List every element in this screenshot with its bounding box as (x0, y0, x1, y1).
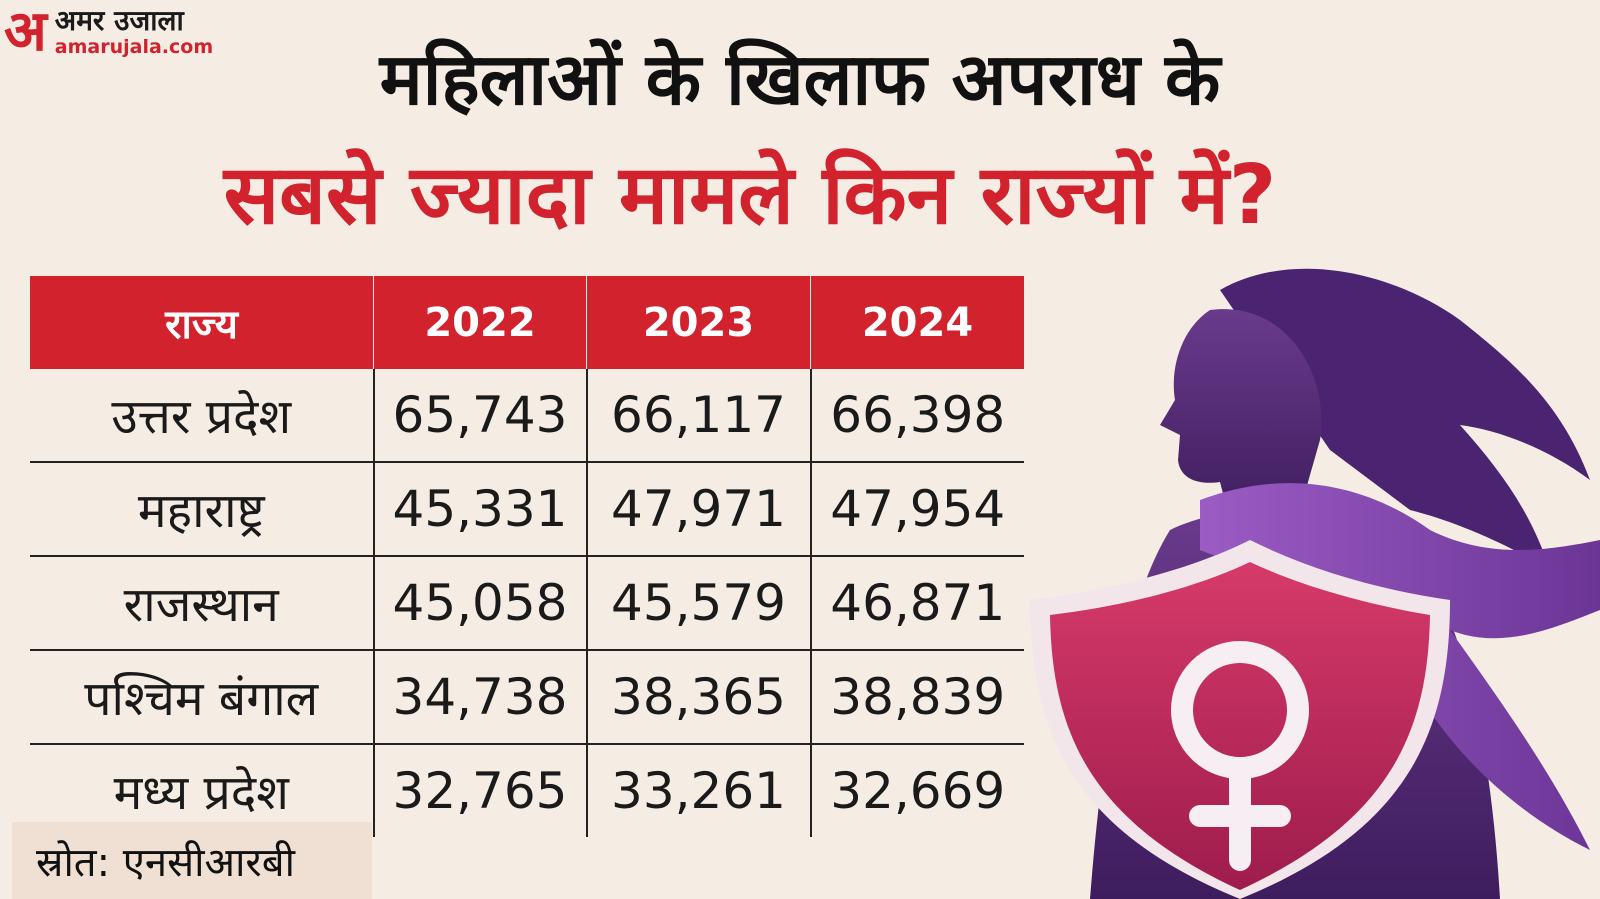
column-header-2022: 2022 (373, 276, 587, 369)
state-cell: मध्य प्रदेश (30, 743, 375, 837)
table-row: राजस्थान 45,058 45,579 46,871 (30, 555, 1024, 650)
value-cell: 32,669 (810, 743, 1024, 837)
logo-name-hindi: अमर उजाला (54, 4, 184, 37)
value-cell: 45,058 (373, 555, 588, 650)
column-header-state: राज्य (30, 276, 374, 369)
hair-shape (1220, 268, 1590, 570)
value-cell: 47,954 (810, 461, 1024, 556)
column-header-2023: 2023 (586, 276, 811, 369)
value-cell: 47,971 (586, 461, 812, 556)
table-row: मध्य प्रदेश 32,765 33,261 32,669 (30, 743, 1024, 837)
logo[interactable]: अ अमर उजाला amarujala.com (4, 4, 213, 60)
table-row: उत्तर प्रदेश 65,743 66,117 66,398 (30, 369, 1024, 462)
value-cell: 38,365 (586, 649, 812, 744)
woman-shield-illustration (1030, 268, 1600, 899)
table-header-row: राज्य 2022 2023 2024 (30, 276, 1024, 369)
title-line-2: सबसे ज्यादा मामले किन राज्यों में? (223, 148, 1277, 243)
value-cell: 46,871 (810, 555, 1024, 650)
value-cell: 33,261 (586, 743, 812, 837)
table-row: पश्चिम बंगाल 34,738 38,365 38,839 (30, 649, 1024, 744)
state-cell: राजस्थान (30, 555, 375, 650)
value-cell: 45,331 (373, 461, 588, 556)
value-cell: 66,398 (830, 386, 1006, 444)
logo-mark: अ (4, 0, 47, 64)
value-cell: 34,738 (373, 649, 588, 744)
logo-url: amarujala.com (54, 36, 214, 58)
value-cell: 38,839 (810, 649, 1024, 744)
female-symbol-icon (1171, 641, 1309, 871)
column-header-2024: 2024 (810, 276, 1024, 369)
head-shape (1160, 309, 1322, 520)
state-cell: उत्तर प्रदेश (30, 369, 375, 462)
value-cell: 66,117 (586, 369, 812, 462)
title-line-1: महिलाओं के खिलाफ अपराध के (379, 37, 1221, 121)
data-table: राज्य 2022 2023 2024 उत्तर प्रदेश 65,743… (30, 276, 1024, 837)
value-cell: 65,743 (373, 369, 588, 462)
source-note: स्रोत: एनसीआरबी (12, 822, 372, 899)
value-cell: 32,765 (373, 743, 588, 837)
table-row: महाराष्ट्र 45,331 47,971 47,954 (30, 461, 1024, 556)
value-cell: 45,579 (586, 555, 812, 650)
state-cell: महाराष्ट्र (30, 461, 375, 556)
logo-text: अमर उजाला amarujala.com (55, 7, 213, 57)
state-cell: पश्चिम बंगाल (30, 649, 375, 744)
